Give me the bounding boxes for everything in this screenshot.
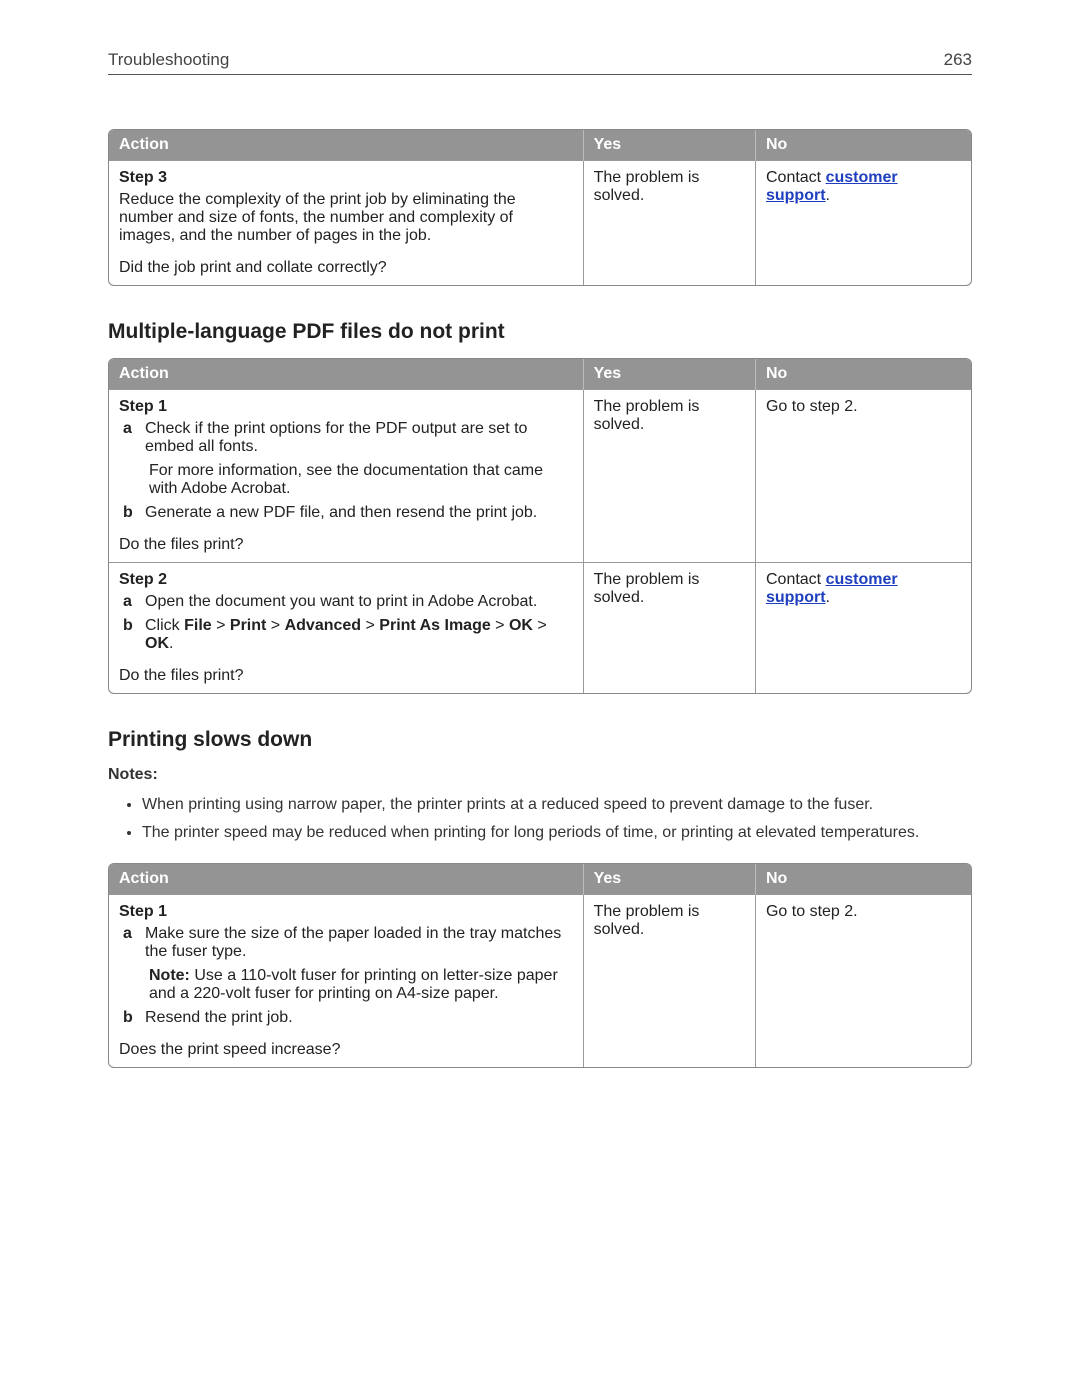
substep-a: a Open the document you want to print in… (123, 593, 573, 611)
sub-letter: a (123, 420, 145, 456)
cell-no: Go to step 2. (755, 894, 971, 1067)
table-collate: Action Yes No Step 3 Reduce the complexi… (108, 129, 972, 286)
step-label: Step 1 (119, 903, 573, 921)
section-title-slow: Printing slows down (108, 728, 972, 752)
contact-suffix: . (826, 589, 830, 606)
table-slow: Action Yes No Step 1 a Make sure the siz… (108, 863, 972, 1068)
menu-path: Click File > Print > Advanced > Print As… (145, 617, 573, 653)
sub-letter: b (123, 617, 145, 653)
cell-no: Contact customer support. (755, 563, 971, 694)
col-header-no: No (755, 130, 971, 161)
sub-text: Make sure the size of the paper loaded i… (145, 925, 573, 961)
substep-a: a Make sure the size of the paper loaded… (123, 925, 573, 961)
step-label: Step 1 (119, 398, 573, 416)
step-label: Step 3 (119, 169, 573, 187)
step-question: Do the files print? (119, 536, 573, 554)
page: Troubleshooting 263 Action Yes No Step 3… (0, 0, 1080, 1162)
substep-b: b Click File > Print > Advanced > Print … (123, 617, 573, 653)
list-item: The printer speed may be reduced when pr… (142, 822, 972, 844)
col-header-yes: Yes (583, 359, 755, 390)
sub-letter: a (123, 593, 145, 611)
cell-no: Contact customer support. (755, 161, 971, 286)
note-label: Note: (149, 967, 190, 984)
page-number: 263 (944, 50, 972, 70)
step-question: Did the job print and collate correctly? (119, 259, 573, 277)
contact-prefix: Contact (766, 571, 826, 588)
cell-action: Step 2 a Open the document you want to p… (109, 563, 583, 694)
cell-action: Step 1 a Make sure the size of the paper… (109, 894, 583, 1067)
substep-a: a Check if the print options for the PDF… (123, 420, 573, 456)
page-header: Troubleshooting 263 (108, 50, 972, 75)
sub-letter: b (123, 504, 145, 522)
col-header-action: Action (109, 359, 583, 390)
col-header-no: No (755, 359, 971, 390)
list-item: When printing using narrow paper, the pr… (142, 794, 972, 816)
header-title: Troubleshooting (108, 50, 229, 70)
cell-no: Go to step 2. (755, 390, 971, 563)
table-row: Step 1 a Make sure the size of the paper… (109, 894, 971, 1067)
col-header-yes: Yes (583, 864, 755, 895)
col-header-yes: Yes (583, 130, 755, 161)
cell-yes: The problem is solved. (583, 894, 755, 1067)
table-row: Step 1 a Check if the print options for … (109, 390, 971, 563)
col-header-no: No (755, 864, 971, 895)
section-title-pdf: Multiple-language PDF files do not print (108, 320, 972, 344)
table-row: Step 3 Reduce the complexity of the prin… (109, 161, 971, 286)
cell-yes: The problem is solved. (583, 390, 755, 563)
table-row: Step 2 a Open the document you want to p… (109, 563, 971, 694)
col-header-action: Action (109, 130, 583, 161)
step-label: Step 2 (119, 571, 573, 589)
substep-b: b Resend the print job. (123, 1009, 573, 1027)
step-question: Do the files print? (119, 667, 573, 685)
sub-letter: b (123, 1009, 145, 1027)
substep-note: For more information, see the documentat… (149, 462, 573, 498)
cell-yes: The problem is solved. (583, 161, 755, 286)
cell-yes: The problem is solved. (583, 563, 755, 694)
sub-text: Generate a new PDF file, and then resend… (145, 504, 537, 522)
note-body: Use a 110-volt fuser for printing on let… (149, 967, 558, 1002)
sub-text: Resend the print job. (145, 1009, 293, 1027)
notes-list: When printing using narrow paper, the pr… (108, 794, 972, 845)
cell-action: Step 3 Reduce the complexity of the prin… (109, 161, 583, 286)
substep-note: Note: Use a 110-volt fuser for printing … (149, 967, 573, 1003)
contact-prefix: Contact (766, 169, 826, 186)
sub-letter: a (123, 925, 145, 961)
step-question: Does the print speed increase? (119, 1041, 573, 1059)
step-body: Reduce the complexity of the print job b… (119, 191, 573, 245)
contact-suffix: . (826, 187, 830, 204)
sub-text: Check if the print options for the PDF o… (145, 420, 573, 456)
substep-b: b Generate a new PDF file, and then rese… (123, 504, 573, 522)
notes-label: Notes: (108, 766, 972, 784)
cell-action: Step 1 a Check if the print options for … (109, 390, 583, 563)
sub-text: Open the document you want to print in A… (145, 593, 537, 611)
table-pdf: Action Yes No Step 1 a Check if the prin… (108, 358, 972, 694)
col-header-action: Action (109, 864, 583, 895)
